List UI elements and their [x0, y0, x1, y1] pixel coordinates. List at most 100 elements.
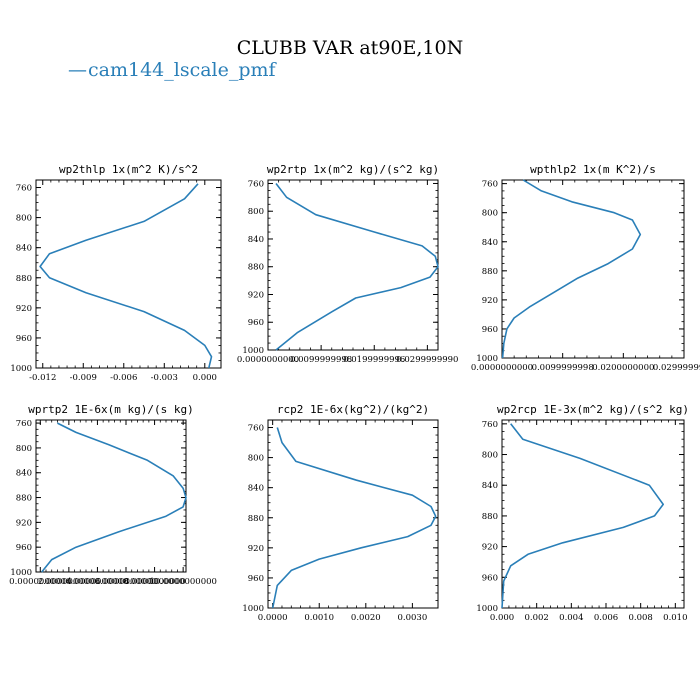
- y-tick-label: 800: [482, 209, 498, 219]
- x-tick-label: 0.0000000000: [471, 363, 533, 373]
- x-tick-label: -0.006: [110, 373, 137, 383]
- legend-symbol: —: [68, 59, 87, 81]
- y-tick-label: 960: [16, 334, 32, 344]
- x-tick-label: -0.003: [151, 373, 178, 383]
- x-tick-label: 0.0000: [258, 613, 288, 623]
- plot-frame: [35, 179, 222, 369]
- y-tick-label: 960: [248, 318, 264, 328]
- y-tick-label: 880: [16, 274, 32, 284]
- x-tick-label: -0.012: [29, 373, 56, 383]
- series-line: [275, 183, 439, 351]
- y-tick-label: 800: [248, 454, 264, 464]
- y-tick-label: 1000: [242, 604, 264, 614]
- series-line: [271, 427, 437, 609]
- y-tick-label: 960: [482, 325, 498, 335]
- y-tick-label: 880: [248, 514, 264, 524]
- panel-title: wprtp2 1E-6x(m kg)/(s kg): [28, 403, 194, 416]
- series-line: [501, 179, 642, 359]
- plot-frame: [267, 179, 439, 351]
- x-tick-label: 8.0000000000: [123, 577, 185, 587]
- panel-1: wp2thlp 1x(m^2 K)/s^2 760 800 840 880 920 960 1…: [10, 163, 222, 383]
- y-tick-label: 760: [482, 420, 498, 430]
- y-tick-label: 1000: [476, 354, 498, 364]
- legend-label: cam144_lscale_pmf: [88, 59, 278, 81]
- x-tick-label: 0.008: [628, 613, 652, 623]
- y-tick-label: 920: [482, 296, 498, 306]
- y-tick-label: 960: [248, 574, 264, 584]
- y-tick-label: 760: [16, 419, 32, 429]
- y-tick-label: 1000: [476, 604, 498, 614]
- plot-frame: [501, 179, 685, 359]
- y-tick-label: 840: [248, 484, 264, 494]
- y-tick-label: 840: [248, 235, 264, 245]
- panel-title: rcp2 1E-6x(kg^2)/(kg^2): [277, 403, 429, 416]
- y-tick-label: 840: [482, 481, 498, 491]
- figure-title: CLUBB VAR at90E,10N: [237, 37, 463, 59]
- panel-3: wpthlp2 1x(m K^2)/s 760 800 840 880 920 960 100…: [471, 163, 700, 373]
- series-line: [39, 183, 213, 369]
- x-tick-label: 0.002: [524, 613, 548, 623]
- y-tick-label: 760: [16, 184, 32, 194]
- x-tick-label: 0.0000000000: [237, 355, 299, 365]
- plot-frame: [35, 419, 187, 573]
- legend: — cam144_lscale_pmf: [68, 59, 278, 81]
- panel-2: wp2rtp 1x(m^2 kg)/(s^2 kg)760 800 840 880 92…: [237, 163, 459, 365]
- plot-frame: [501, 419, 685, 609]
- x-tick-label: 0.010: [663, 613, 687, 623]
- y-tick-label: 1000: [242, 346, 264, 356]
- panel-4: wprtp2 1E-6x(m kg)/(s kg) 760 800 840 880 920…: [9, 403, 217, 587]
- panel-title: wp2rcp 1E-3x(m^2 kg)/(s^2 kg): [497, 403, 689, 416]
- y-tick-label: 880: [16, 494, 32, 504]
- y-tick-label: 960: [16, 543, 32, 553]
- x-tick-label: -0.009: [70, 373, 97, 383]
- y-tick-label: 800: [16, 444, 32, 454]
- y-tick-label: 920: [248, 544, 264, 554]
- plot-frame: [267, 419, 439, 609]
- x-tick-label: 10.0000000000: [149, 577, 217, 587]
- x-tick-label: 0.0099999998: [532, 363, 594, 373]
- y-tick-label: 760: [248, 424, 264, 434]
- y-tick-label: 880: [482, 267, 498, 277]
- y-tick-label: 800: [482, 451, 498, 461]
- y-tick-label: 960: [482, 573, 498, 583]
- x-tick-label: 2.0000000000: [38, 577, 100, 587]
- x-tick-label: 0.006: [594, 613, 618, 623]
- y-tick-label: 1000: [10, 364, 32, 374]
- y-tick-label: 920: [248, 290, 264, 300]
- y-tick-label: 800: [16, 214, 32, 224]
- panel-5: rcp2 1E-6x(kg^2)/(kg^2) 760 800 840 880 920 96…: [242, 403, 439, 623]
- x-tick-label: 0.0010: [304, 613, 334, 623]
- series-line: [41, 422, 187, 573]
- panel-6: wp2rcp 1E-3x(m^2 kg)/(s^2 kg) 760 800 840 88…: [476, 403, 689, 623]
- x-tick-label: 0.0099999998: [290, 355, 352, 365]
- y-tick-label: 840: [482, 238, 498, 248]
- panel-title: wpthlp2 1x(m K^2)/s: [530, 163, 656, 176]
- x-tick-label: 0.0199999996: [343, 355, 405, 365]
- y-tick-label: 880: [248, 263, 264, 273]
- y-tick-label: 840: [16, 469, 32, 479]
- x-tick-label: 0.0200000000: [592, 363, 654, 373]
- x-tick-label: 0.000: [193, 373, 217, 383]
- panels: wp2thlp 1x(m^2 K)/s^2 760 800 840 880 920 960 1…: [9, 163, 700, 623]
- y-tick-label: 1000: [10, 568, 32, 578]
- x-tick-label: 0.0020: [351, 613, 381, 623]
- y-tick-label: 760: [248, 179, 264, 189]
- y-tick-label: 800: [248, 207, 264, 217]
- y-tick-label: 760: [482, 180, 498, 190]
- x-tick-label: 0.0000000000: [9, 577, 71, 587]
- x-tick-label: 0.000: [490, 613, 514, 623]
- y-tick-label: 920: [16, 518, 32, 528]
- panel-title: wp2rtp 1x(m^2 kg)/(s^2 kg): [267, 163, 439, 176]
- x-tick-label: 0.0299999990: [396, 355, 458, 365]
- x-tick-label: 6.0000000000: [95, 577, 157, 587]
- x-tick-label: 0.0299999990: [653, 363, 700, 373]
- x-tick-label: 0.004: [559, 613, 583, 623]
- y-tick-label: 920: [482, 543, 498, 553]
- x-tick-label: 0.0030: [398, 613, 428, 623]
- y-tick-label: 920: [16, 304, 32, 314]
- y-tick-label: 880: [482, 512, 498, 522]
- series-line: [501, 423, 665, 609]
- x-tick-label: 4.0000000000: [66, 577, 128, 587]
- y-tick-label: 840: [16, 244, 32, 254]
